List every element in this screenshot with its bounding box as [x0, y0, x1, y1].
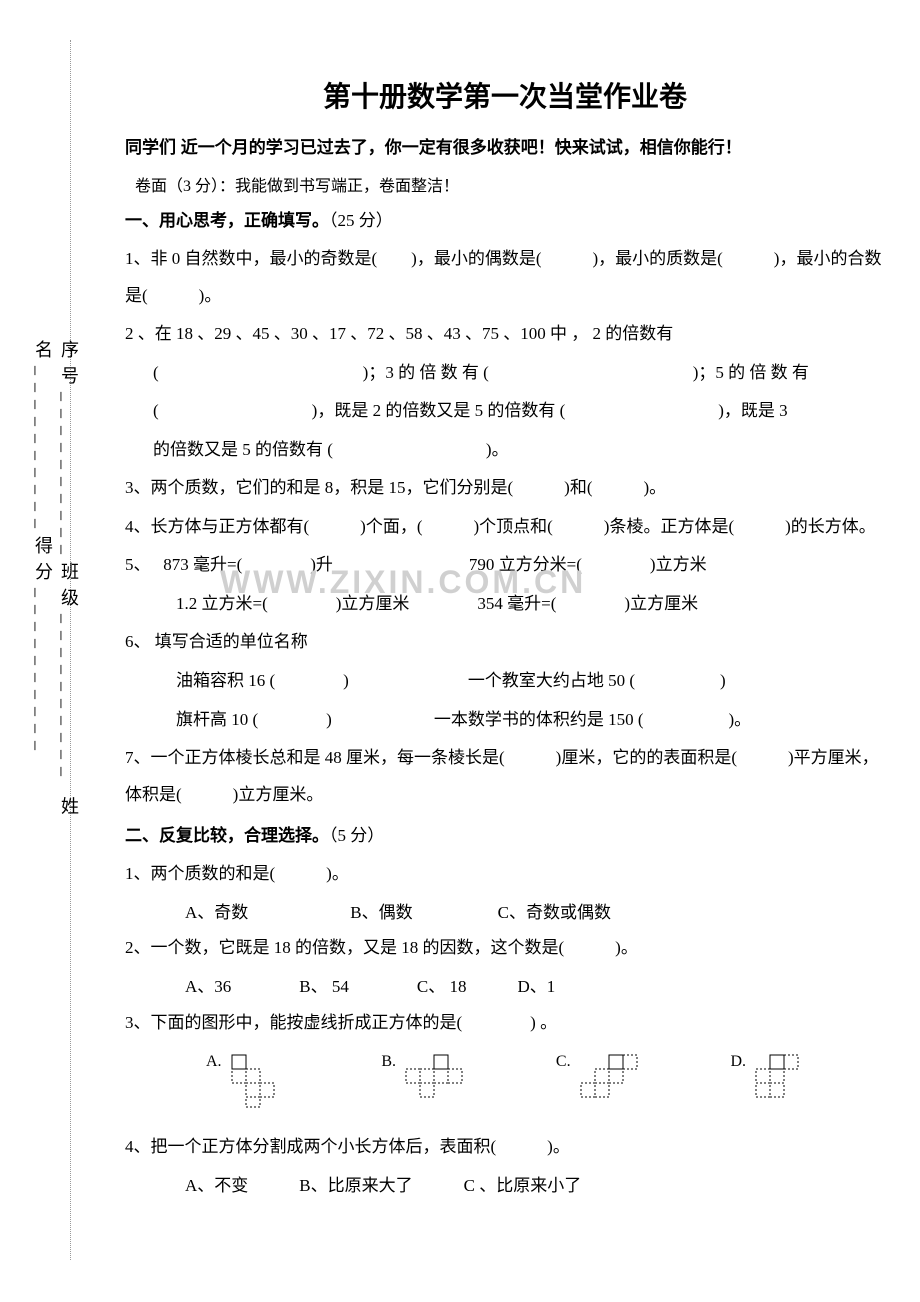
vertical-text: 序号__________班级__________ 姓名__________得分_…: [30, 340, 82, 840]
question-6-line-2: 油箱容积 16 ( ) 一个教室大约占地 50 ( ): [125, 663, 885, 700]
net-label-a: A.: [206, 1053, 222, 1071]
question-4: 4、长方体与正方体都有( )个面，( )个顶点和( )条棱。正方体是( )的长方…: [125, 509, 885, 546]
question-2-line-4: 的倍数又是 5 的倍数有 ( )。: [125, 432, 885, 469]
s2-question-2: 2、一个数，它既是 18 的倍数，又是 18 的因数，这个数是( )。: [125, 930, 885, 967]
net-label-c: C.: [556, 1053, 571, 1071]
question-2-line-3: ( )，既是 2 的倍数又是 5 的倍数有 ( )，既是 3: [125, 393, 885, 430]
s2-question-4-options: A、不变 B、比原来大了 C 、比原来小了: [125, 1168, 885, 1204]
s2-question-2-options: A、36 B、 54 C、 18 D、1: [125, 969, 885, 1005]
net-d-icon: [752, 1053, 824, 1109]
section-2-name: 二、反复比较，合理选择。: [125, 826, 329, 845]
net-c-icon: [577, 1053, 649, 1109]
s2-question-1: 1、两个质数的和是( )。: [125, 856, 885, 893]
net-option-b: B.: [381, 1053, 474, 1109]
question-2-line-2: ( )；3 的 倍 数 有 ( )；5 的 倍 数 有: [125, 355, 885, 392]
s2-question-4: 4、把一个正方体分割成两个小长方体后，表面积( )。: [125, 1129, 885, 1166]
question-5-line-2: 1.2 立方米=( )立方厘米 354 毫升=( )立方厘米: [125, 586, 885, 623]
page-title: 第十册数学第一次当堂作业卷: [125, 75, 885, 115]
net-b-icon: [402, 1053, 474, 1109]
net-label-d: D.: [730, 1053, 746, 1071]
section-2-points: （5 分）: [329, 826, 384, 845]
s2-question-3: 3、下面的图形中，能按虚线折成正方体的是( ) 。: [125, 1005, 885, 1042]
question-7: 7、一个正方体棱长总和是 48 厘米，每一条棱长是( )厘米，它的的表面积是( …: [125, 740, 885, 813]
question-1: 1、非 0 自然数中，最小的奇数是( )，最小的偶数是( )，最小的质数是( )…: [125, 241, 885, 314]
section-1-points: （25 分）: [329, 211, 393, 230]
intro-text: 同学们 近一个月的学习已过去了，你一定有很多收获吧！快来试试，相信你能行！: [125, 133, 885, 158]
question-2-line-1: 2 、在 18 、29 、45 、30 、17 、72 、58 、43 、75 …: [125, 316, 885, 353]
net-label-b: B.: [381, 1053, 396, 1071]
cube-nets-row: A. B.: [125, 1043, 885, 1129]
s2-question-1-options: A、奇数 B、偶数 C、奇数或偶数: [125, 895, 885, 931]
question-3: 3、两个质数，它们的和是 8，积是 15，它们分别是( )和( )。: [125, 470, 885, 507]
net-option-c: C.: [556, 1053, 649, 1109]
net-a-icon: [228, 1053, 300, 1109]
question-6-line-3: 旗杆高 10 ( ) 一本数学书的体积约是 150 ( )。: [125, 702, 885, 739]
question-6-line-1: 6、 填写合适的单位名称: [125, 624, 885, 661]
net-option-a: A.: [206, 1053, 300, 1109]
net-option-d: D.: [730, 1053, 824, 1109]
section-1-title: 一、用心思考，正确填写。（25 分）: [125, 206, 885, 231]
section-2-title: 二、反复比较，合理选择。（5 分）: [125, 821, 885, 846]
vertical-info-label: 序号__________班级__________ 姓名__________得分_…: [30, 340, 82, 840]
question-5-line-1: 5、 873 毫升=( )升 790 立方分米=( )立方米: [125, 547, 885, 584]
paper-note: 卷面（3 分）：我能做到书写端正，卷面整洁！: [125, 172, 885, 196]
section-1-name: 一、用心思考，正确填写。: [125, 211, 329, 230]
main-content: 第十册数学第一次当堂作业卷 同学们 近一个月的学习已过去了，你一定有很多收获吧！…: [125, 75, 885, 1203]
